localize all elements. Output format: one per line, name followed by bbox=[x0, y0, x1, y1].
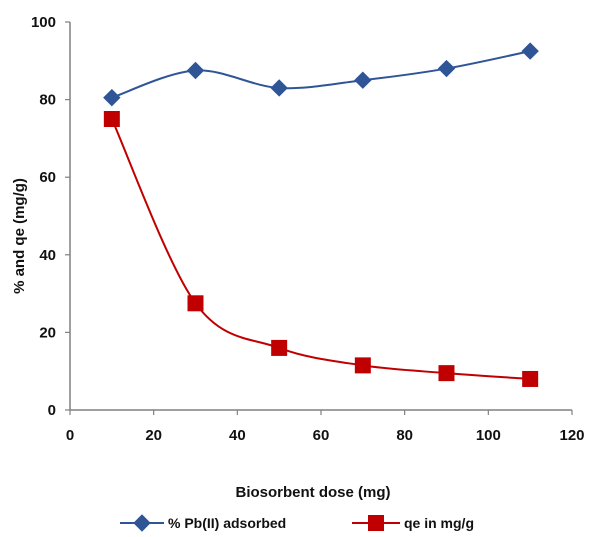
series-2 bbox=[103, 111, 539, 387]
legend-square-marker bbox=[368, 515, 384, 531]
square-marker bbox=[522, 370, 539, 387]
square-marker bbox=[438, 365, 455, 382]
diamond-marker bbox=[437, 59, 456, 78]
legend: % Pb(II) adsorbed qe in mg/g bbox=[120, 514, 474, 532]
x-tick-labels: 0 20 40 60 80 100 120 bbox=[66, 427, 585, 444]
series-layer bbox=[103, 42, 539, 387]
series-1 bbox=[103, 42, 539, 107]
y-axis-title: % and qe (mg/g) bbox=[11, 178, 28, 294]
y-tick-label: 20 bbox=[39, 324, 56, 341]
x-tick-label: 20 bbox=[145, 427, 162, 444]
x-tick-label: 120 bbox=[559, 427, 584, 444]
square-marker bbox=[271, 339, 288, 356]
x-axis-title: Biosorbent dose (mg) bbox=[235, 484, 390, 501]
y-tick-label: 0 bbox=[48, 402, 56, 419]
diamond-marker bbox=[186, 61, 205, 80]
y-tick-label: 40 bbox=[39, 247, 56, 264]
y-tick-label: 100 bbox=[31, 14, 56, 31]
diamond-marker bbox=[270, 79, 288, 97]
legend-item: % Pb(II) adsorbed bbox=[120, 514, 286, 532]
square-marker bbox=[103, 111, 120, 127]
square-marker bbox=[187, 295, 204, 312]
series-line bbox=[110, 118, 531, 380]
diamond-marker bbox=[354, 71, 372, 89]
diamond-marker bbox=[521, 42, 539, 60]
y-tick-labels: 0 20 40 60 80 100 bbox=[31, 14, 56, 419]
diamond-marker bbox=[103, 88, 121, 107]
y-tick-label: 80 bbox=[39, 92, 56, 109]
x-tick-label: 60 bbox=[313, 427, 330, 444]
y-tick-label: 60 bbox=[39, 169, 56, 186]
legend-item: qe in mg/g bbox=[352, 515, 474, 531]
x-tick-label: 40 bbox=[229, 427, 246, 444]
legend-diamond-marker bbox=[133, 514, 151, 532]
x-tick-label: 0 bbox=[66, 427, 74, 444]
axes bbox=[65, 21, 573, 415]
x-tick-label: 80 bbox=[396, 427, 413, 444]
series-line bbox=[111, 50, 531, 99]
legend-label: qe in mg/g bbox=[404, 515, 474, 531]
square-marker bbox=[354, 357, 371, 374]
legend-label: % Pb(II) adsorbed bbox=[168, 515, 286, 531]
x-tick-label: 100 bbox=[476, 427, 501, 444]
